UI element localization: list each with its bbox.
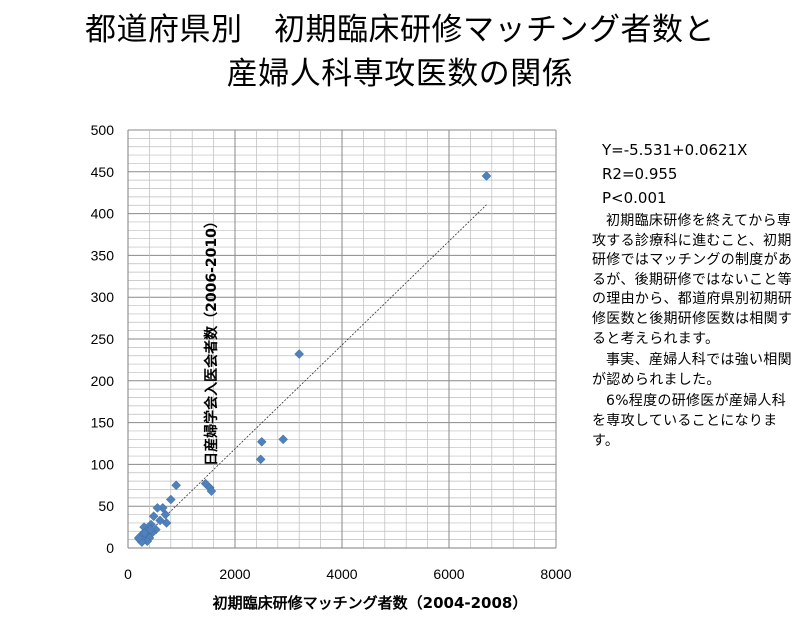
y-tick-label: 500 (91, 122, 115, 138)
regression-equation: Y=-5.531+0.0621X (602, 141, 748, 159)
y-tick-label: 150 (91, 415, 115, 431)
data-point (206, 486, 217, 497)
y-tick-label: 400 (91, 206, 115, 222)
chart-title-line2: 産婦人科専攻医数の関係 (226, 56, 574, 92)
data-point (160, 509, 171, 520)
trendline-line (138, 204, 487, 543)
data-point (481, 171, 492, 181)
x-tick-label: 4000 (326, 566, 357, 582)
y-tick-label: 250 (91, 331, 115, 347)
x-axis-label: 初期臨床研修マッチング者数（2004-2008） (212, 594, 528, 612)
data-point (152, 503, 163, 513)
axes (127, 130, 556, 549)
x-tick-labels: 0 2000 4000 6000 8000 (124, 566, 572, 582)
description-paragraph-3: 6%程度の研修医が産婦人科を専攻していることになります。 (592, 393, 787, 449)
y-tick-labels: 0 50 100 150 200 250 300 350 400 450 500 (91, 122, 115, 556)
data-point (278, 434, 289, 445)
data-point (161, 518, 172, 528)
chart-title-line1: 都道府県別 初期臨床研修マッチング者数と (85, 12, 715, 48)
trendline (138, 204, 487, 543)
x-tick-label: 8000 (540, 566, 571, 582)
y-tick-label: 200 (91, 373, 115, 389)
x-tick-label: 0 (124, 566, 132, 582)
y-tick-label: 300 (91, 289, 115, 305)
chart-title: 都道府県別 初期臨床研修マッチング者数と 産婦人科専攻医数の関係 (0, 8, 800, 96)
data-point (255, 454, 266, 465)
description-paragraph-2: 事実、産婦人科では強い相関が認められました。 (592, 352, 792, 388)
data-point (165, 494, 176, 505)
grid-lines (128, 129, 557, 548)
p-value: P<0.001 (602, 189, 667, 207)
y-tick-label: 0 (106, 540, 114, 556)
data-point (145, 524, 156, 535)
data-point (133, 533, 144, 543)
y-tick-label: 350 (91, 247, 115, 263)
x-tick-label: 2000 (219, 566, 250, 582)
r-squared: R2=0.955 (602, 165, 678, 183)
y-tick-label: 50 (98, 498, 114, 514)
y-tick-label: 450 (91, 164, 115, 180)
x-tick-label: 6000 (433, 566, 464, 582)
description-paragraph-1: 初期臨床研修を終えてから専攻する診療科に進むこと、初期研修ではマッチングの制度が… (592, 213, 793, 347)
data-point (148, 511, 159, 522)
data-point (256, 436, 267, 447)
y-tick-label: 100 (91, 456, 115, 472)
side-panel: Y=-5.531+0.0621X R2=0.955 P<0.001 初期臨床研修… (592, 138, 800, 451)
y-axis-label: 日産婦学会入医会者数（2006-2010） (204, 214, 220, 466)
data-point (171, 480, 182, 491)
data-point (294, 349, 305, 359)
data-points (133, 171, 492, 548)
